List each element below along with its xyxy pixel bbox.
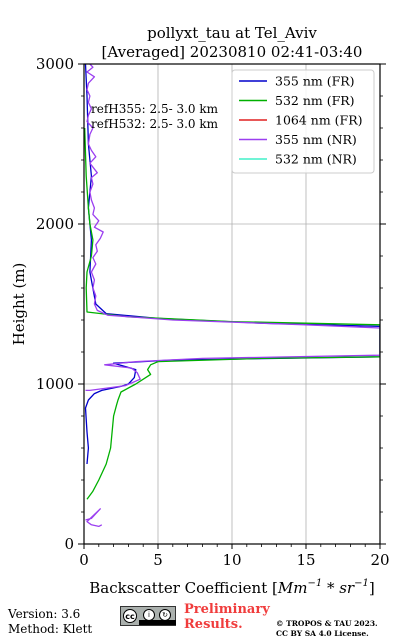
y-tick-label: 3000 bbox=[36, 55, 74, 73]
legend-label: 1064 nm (FR) bbox=[275, 113, 363, 128]
legend-items: 355 nm (FR) 532 nm (FR) 1064 nm (FR) 355 nm… bbox=[239, 74, 363, 167]
by-icon: i bbox=[143, 609, 155, 621]
chart-title-line1: pollyxt_tau at Tel_Aviv bbox=[147, 24, 317, 42]
copyright-line2: CC BY SA 4.0 License. bbox=[276, 629, 369, 638]
legend-label: 355 nm (NR) bbox=[275, 132, 357, 147]
badge-bar bbox=[139, 620, 176, 625]
cc-icon: cc bbox=[123, 609, 137, 623]
series-line-1 bbox=[84, 127, 380, 500]
legend-label: 532 nm (NR) bbox=[275, 152, 357, 167]
x-axis-label-suffix: ] bbox=[369, 579, 375, 597]
series-line-3 bbox=[85, 64, 380, 392]
x-axis-label-unit: Mm bbox=[277, 579, 308, 597]
annotation-refh532: refH532: 2.5- 3.0 km bbox=[91, 117, 219, 131]
y-tick-label: 1000 bbox=[36, 375, 74, 393]
annotation-refh355: refH355: 2.5- 3.0 km bbox=[91, 102, 219, 116]
y-tick-label: 2000 bbox=[36, 215, 74, 233]
chart-title-line2: [Averaged] 20230810 02:41-03:40 bbox=[102, 43, 363, 61]
copyright-notice: © TROPOS & TAU 2023. CC BY SA 4.0 Licens… bbox=[276, 619, 378, 639]
y-axis-label: Height (m) bbox=[10, 263, 28, 346]
ticks-layer: 0 5 10 15 20 0 1000 2000 3000 bbox=[36, 55, 390, 569]
x-axis-label-exp2: −1 bbox=[354, 578, 369, 589]
x-tick-label: 10 bbox=[222, 551, 241, 569]
copyright-line1: © TROPOS & TAU 2023. bbox=[276, 619, 378, 628]
preliminary-line2: Results. bbox=[184, 617, 243, 632]
version-info: Version: 3.6 Method: Klett bbox=[8, 607, 92, 637]
method-text: Method: Klett bbox=[8, 622, 93, 636]
preliminary-line1: Preliminary bbox=[184, 602, 270, 617]
legend-box bbox=[231, 69, 375, 174]
preliminary-notice: Preliminary Results. bbox=[184, 602, 270, 632]
plot-frame bbox=[83, 63, 381, 545]
x-tick-label: 5 bbox=[153, 551, 163, 569]
x-tick-label: 20 bbox=[370, 551, 389, 569]
x-axis-label: Backscatter Coefficient [Mm−1 * sr−1] bbox=[89, 578, 374, 597]
cc-license-badge: cc i ↻ bbox=[120, 606, 176, 626]
backscatter-chart: 0 5 10 15 20 0 1000 2000 3000 pollyxt_tau at Tel… bbox=[10, 24, 390, 597]
legend-label: 532 nm (FR) bbox=[275, 93, 355, 108]
version-text: Version: 3.6 bbox=[8, 607, 81, 621]
series-layer bbox=[84, 64, 380, 528]
x-axis-label-exp1: −1 bbox=[307, 578, 322, 589]
x-axis-label-prefix: Backscatter Coefficient [ bbox=[89, 579, 278, 597]
y-tick-label: 0 bbox=[64, 535, 74, 553]
x-tick-label: 0 bbox=[79, 551, 89, 569]
x-axis-label-mid: * sr bbox=[322, 579, 355, 597]
legend: 355 nm (FR) 532 nm (FR) 1064 nm (FR) 355 nm… bbox=[231, 69, 375, 174]
series-line-5 bbox=[85, 508, 103, 528]
legend-label: 355 nm (FR) bbox=[275, 74, 355, 89]
x-tick-label: 15 bbox=[296, 551, 315, 569]
